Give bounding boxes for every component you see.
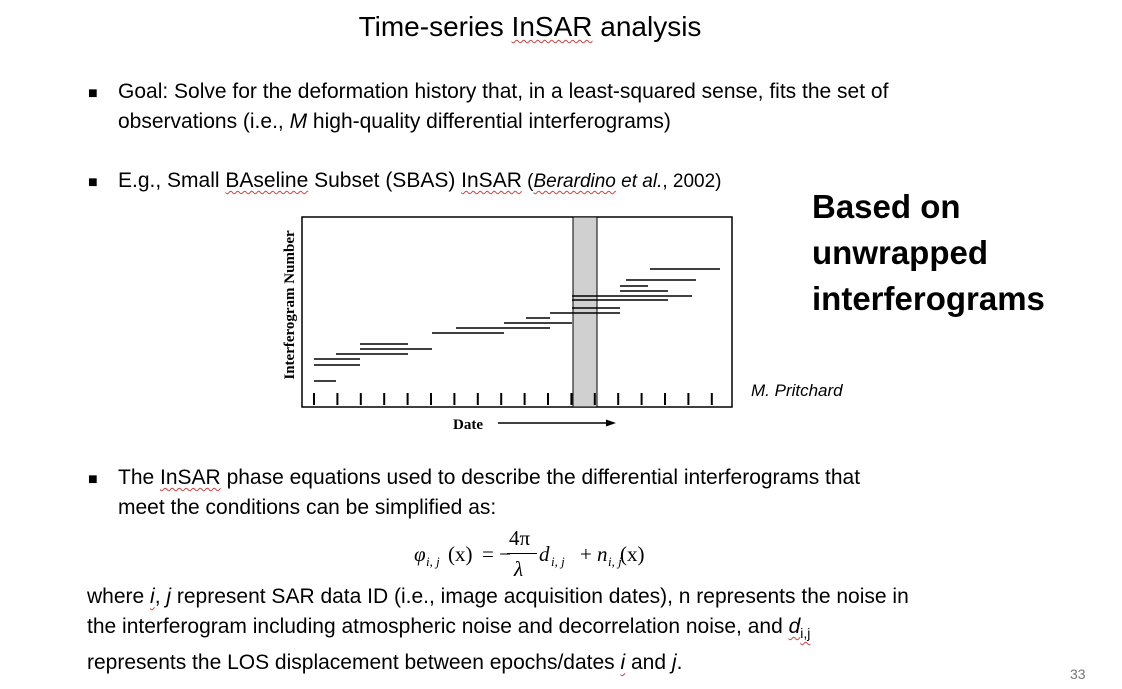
- bullet-3: The InSAR phase equations used to descri…: [118, 463, 1018, 523]
- title-text: Time-series: [358, 11, 512, 42]
- bullet-marker-2: ■: [88, 174, 98, 191]
- fraction-bar: [507, 553, 537, 554]
- paragraph-line-1: where i, j represent SAR data ID (i.e., …: [87, 585, 909, 608]
- bullet-3-line-1: The InSAR phase equations used to descri…: [118, 466, 861, 489]
- date-ticks: [313, 393, 713, 405]
- title-insar: InSAR: [511, 11, 593, 42]
- bullet-2: E.g., Small BAseline Subset (SBAS) InSAR…: [118, 169, 722, 192]
- bullet-1: Goal: Solve for the deformation history …: [118, 77, 1018, 137]
- x-axis-label: Date: [453, 417, 483, 433]
- paragraph-line-2: the interferogram including atmospheric …: [87, 615, 811, 642]
- bullet-1-line-2: observations (i.e., M high-quality diffe…: [118, 110, 671, 133]
- title-suffix: analysis: [592, 11, 702, 42]
- side-callout: Based on unwrapped interferograms: [812, 188, 1045, 317]
- bullet-1-line-1: Goal: Solve for the deformation history …: [118, 80, 889, 103]
- plot-frame: [301, 216, 733, 408]
- sbas-figure: Interferogram Number Date: [282, 216, 733, 433]
- highlight-band: [572, 216, 598, 408]
- explanation-paragraph: where i, j represent SAR data ID (i.e., …: [87, 582, 1087, 678]
- arrow-head-icon: [606, 419, 616, 427]
- y-axis-label: Interferogram Number: [282, 230, 298, 380]
- page-number: 33: [1070, 666, 1086, 682]
- interferogram-segments: [314, 268, 720, 382]
- slide-title: Time-series InSAR analysis: [0, 10, 1060, 44]
- bullet-marker-3: ■: [88, 471, 98, 488]
- paragraph-line-3: represents the LOS displacement between …: [87, 651, 683, 675]
- bullet-3-line-2: meet the conditions can be simplified as…: [118, 496, 497, 519]
- bullet-marker-1: ■: [88, 85, 98, 102]
- figure-credit: M. Pritchard: [751, 381, 843, 400]
